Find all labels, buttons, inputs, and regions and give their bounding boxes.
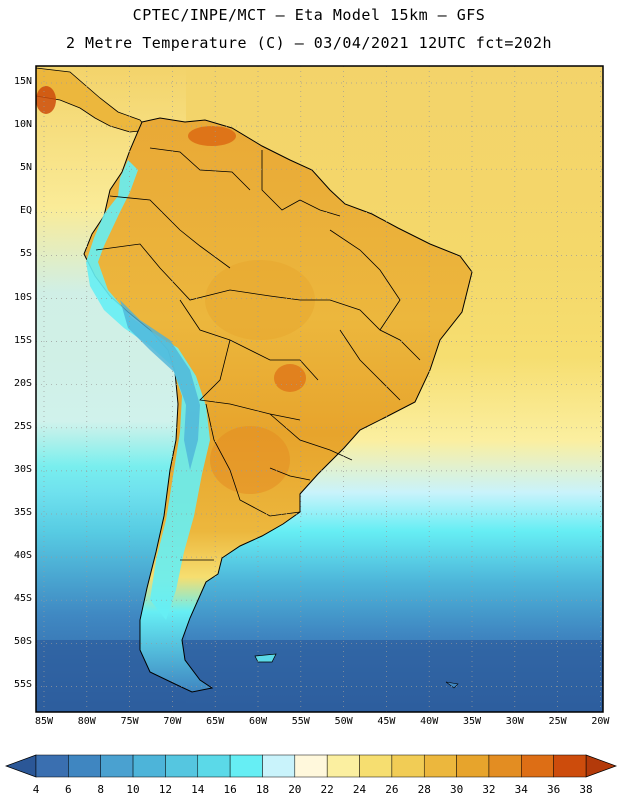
colorbar-label: 12	[158, 783, 173, 796]
lon-label: 40W	[420, 716, 439, 727]
colorbar-swatch	[35, 754, 69, 778]
lon-label: 70W	[163, 716, 182, 727]
colorbar-label: 10	[126, 783, 140, 796]
colorbar-swatch	[326, 754, 360, 778]
colorbar-swatch	[521, 754, 554, 778]
colorbar-swatch	[262, 754, 296, 778]
lon-label: 55W	[291, 716, 310, 727]
colorbar-label: 6	[65, 783, 72, 796]
lat-label: 15S	[13, 334, 32, 346]
colorbar-swatch	[553, 754, 587, 778]
lon-label: 25W	[548, 716, 567, 727]
colorbar-label: 4	[32, 783, 40, 796]
hotspot-pantanal	[274, 364, 306, 392]
lon-label: 65W	[206, 716, 225, 727]
colorbar-swatch	[359, 754, 393, 778]
lat-label: 5N	[19, 162, 32, 174]
lon-label: 75W	[120, 716, 139, 727]
southern-ocean-cold-band	[36, 640, 603, 712]
colorbar-swatch	[100, 754, 134, 778]
colorbar-label: 32	[482, 783, 496, 796]
colorbar-label: 36	[547, 783, 561, 796]
colorbar-label: 30	[449, 783, 464, 796]
lon-label: 60W	[248, 716, 268, 727]
warm-region-amazon	[205, 260, 315, 340]
colorbar	[4, 754, 618, 778]
colorbar-swatch	[68, 754, 101, 778]
lat-label: 45S	[13, 593, 32, 605]
lat-label: 10S	[13, 291, 32, 303]
hotspot-chaco	[210, 426, 290, 494]
title-line-2: 2 Metre Temperature (C) – 03/04/2021 12U…	[65, 34, 553, 52]
colorbar-low-arrow	[4, 754, 37, 778]
south-georgia	[445, 681, 459, 689]
lat-label: 5S	[19, 248, 32, 260]
colorbar-swatch	[229, 754, 263, 778]
colorbar-label: 34	[514, 783, 528, 796]
andes-high-peaks	[120, 300, 200, 470]
colorbar-label: 8	[97, 783, 105, 796]
colorbar-swatch	[294, 754, 328, 778]
lat-label: 40S	[13, 550, 32, 562]
colorbar-label: 14	[191, 783, 205, 796]
colorbar-swatch	[197, 754, 231, 778]
colorbar-high-arrow	[585, 754, 618, 778]
colorbar-label: 24	[352, 783, 367, 796]
lon-label: 45W	[377, 716, 396, 727]
colorbar-swatch	[132, 754, 166, 778]
lat-label: 30S	[13, 463, 32, 475]
lon-label: 35W	[462, 716, 482, 727]
colorbar-label: 20	[288, 783, 302, 796]
hotspot-venezuela	[188, 126, 236, 146]
lon-label: 30W	[505, 716, 524, 727]
central-america-landmass	[36, 67, 149, 133]
lat-label: EQ	[19, 205, 32, 217]
lon-label: 20W	[591, 716, 610, 727]
colorbar-swatch	[391, 754, 425, 778]
lat-label: 25S	[13, 420, 32, 432]
colorbar-label: 38	[579, 783, 593, 796]
colorbar-swatch	[456, 754, 490, 778]
lat-label: 35S	[13, 507, 32, 518]
hotspot-central-america	[36, 86, 56, 114]
colorbar-label: 26	[385, 783, 399, 796]
colorbar-swatch	[488, 754, 522, 778]
lon-label: 80W	[77, 716, 96, 727]
colorbar-swatch	[423, 754, 457, 778]
colorbar-label: 16	[223, 783, 237, 796]
lat-label: 10N	[13, 119, 32, 131]
colorbar-label: 22	[320, 783, 334, 796]
colorbar-label: 28	[417, 783, 431, 796]
lat-label: 20S	[13, 377, 32, 389]
andes-cold-ridge	[86, 160, 210, 620]
lon-label: 50W	[334, 716, 353, 727]
country-borders	[95, 147, 421, 561]
lat-label: 50S	[13, 636, 32, 648]
lat-label: 15N	[13, 76, 32, 87]
lon-label: 85W	[34, 716, 54, 727]
colorbar-label: 18	[255, 783, 270, 796]
lat-label: 55S	[13, 679, 32, 691]
colorbar-swatch	[165, 754, 199, 778]
title-line-1: CPTEC/INPE/MCT – Eta Model 15km – GFS	[132, 6, 486, 24]
map-frame	[35, 65, 604, 713]
falkland-islands	[254, 653, 277, 663]
